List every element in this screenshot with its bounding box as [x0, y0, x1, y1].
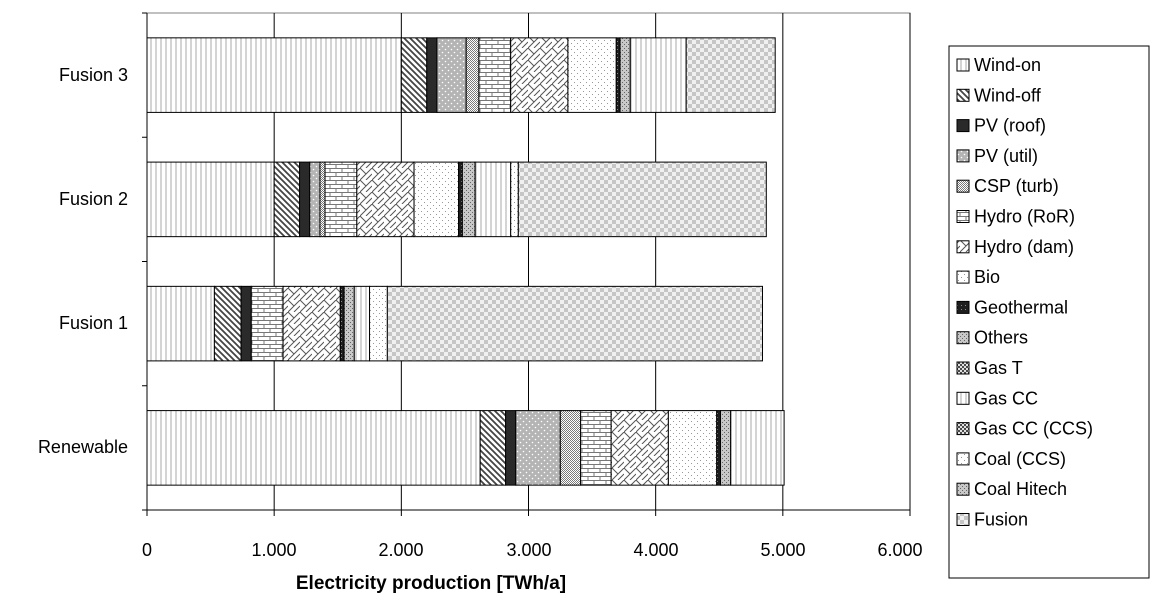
bar-segment: [146, 37, 402, 113]
bar-segment: [299, 161, 311, 238]
x-tick-labels: 0 1.000 2.000 3.000 4.000 5.000 6.000: [142, 540, 923, 560]
legend-label: Gas CC (CCS): [974, 419, 1093, 439]
bar-segment: [282, 285, 341, 362]
legend-label: Coal (CCS): [974, 449, 1066, 469]
legend-label: Gas T: [974, 358, 1023, 378]
bar-segment: [309, 161, 321, 238]
legend-swatch: [956, 331, 970, 345]
bar-segment: [353, 285, 371, 362]
bar-segment: [400, 37, 428, 113]
legend-label: PV (roof): [974, 116, 1046, 136]
legend-label: PV (util): [974, 146, 1038, 166]
legend-label: Geothermal: [974, 297, 1068, 317]
legend-swatch: [956, 391, 970, 405]
legend-label: CSP (turb): [974, 176, 1059, 196]
legend: Wind-on Wind-off PV (roof) PV (util) CSP (tu…: [956, 55, 1093, 530]
x-tick-label: 6.000: [877, 540, 922, 560]
bar-segment: [240, 285, 252, 362]
bar-segment: [250, 285, 284, 362]
x-tick-label: 0: [142, 540, 152, 560]
legend-label: Coal Hitech: [974, 479, 1067, 499]
legend-label: Gas CC: [974, 388, 1038, 408]
bar-segment: [580, 410, 612, 486]
bar-segment: [567, 37, 617, 113]
legend-swatch: [956, 210, 970, 223]
axis-ticks: [142, 12, 911, 516]
legend-swatch: [956, 58, 970, 72]
bar-segment: [615, 37, 621, 113]
legend-swatch: [956, 240, 970, 254]
x-tick-label: 4.000: [633, 540, 678, 560]
legend-swatch: [956, 482, 970, 496]
legend-swatch: [956, 361, 970, 375]
bar-segment: [386, 285, 763, 362]
bar-segment: [436, 37, 467, 113]
bar-segment: [339, 285, 345, 362]
x-tick-label: 2.000: [378, 540, 423, 560]
legend-swatch: [956, 149, 970, 163]
x-tick-label: 5.000: [760, 540, 805, 560]
bar-segment: [146, 161, 275, 238]
bar-segment: [426, 37, 438, 113]
bar-segment: [510, 161, 519, 238]
bar-segment: [343, 285, 355, 362]
bar-segment: [619, 37, 631, 113]
bar-segment: [146, 410, 481, 486]
legend-label: Others: [974, 328, 1028, 348]
bar-segment: [461, 161, 476, 238]
bar-segment: [146, 285, 215, 362]
bar-segment: [213, 285, 242, 362]
bar-segment: [324, 161, 358, 238]
legend-swatch: [956, 88, 970, 102]
legend-swatch: [956, 452, 970, 466]
bar-segment: [273, 161, 301, 238]
bar-segment: [685, 37, 776, 113]
bar-segment: [505, 410, 517, 486]
bar-segment: [478, 37, 512, 113]
bar-segment: [720, 410, 732, 486]
category-label: Renewable: [38, 437, 128, 457]
bar-segment: [356, 161, 415, 238]
bar-segment: [319, 161, 326, 238]
legend-box: [948, 45, 1150, 579]
bar-segment: [465, 37, 480, 113]
bars: [146, 37, 785, 486]
legend-swatch: [956, 513, 970, 526]
bar-segment: [413, 161, 460, 238]
x-axis-title: Electricity production [TWh/a]: [296, 573, 566, 594]
bar-segment: [369, 285, 388, 362]
legend-swatch: [956, 300, 970, 314]
legend-swatch: [956, 270, 970, 284]
bar-segment: [474, 161, 512, 238]
legend-label: Wind-on: [974, 55, 1041, 75]
bar-segment: [510, 37, 569, 113]
x-tick-label: 1.000: [251, 540, 296, 560]
legend-swatch: [956, 119, 970, 133]
category-label: Fusion 1: [59, 313, 128, 333]
bar-segment: [515, 410, 561, 486]
bar-segment: [667, 410, 718, 486]
bar-segment: [610, 410, 669, 486]
category-labels: Fusion 3 Fusion 2 Fusion 1 Renewable: [38, 65, 128, 457]
legend-label: Bio: [974, 267, 1000, 287]
bar-segment: [730, 410, 785, 486]
bar-segment: [458, 161, 463, 238]
x-tick-label: 3.000: [506, 540, 551, 560]
bar-segment: [479, 410, 507, 486]
legend-label: Fusion: [974, 510, 1028, 530]
category-label: Fusion 3: [59, 65, 128, 85]
legend-label: Hydro (RoR): [974, 207, 1075, 227]
bar-segment: [716, 410, 722, 486]
bar-segment: [517, 161, 767, 238]
bar-segment: [559, 410, 582, 486]
legend-label: Wind-off: [974, 85, 1042, 105]
bar-segment: [629, 37, 687, 113]
legend-swatch: [956, 179, 970, 193]
category-label: Fusion 2: [59, 189, 128, 209]
legend-label: Hydro (dam): [974, 237, 1074, 257]
legend-swatch: [956, 422, 970, 436]
